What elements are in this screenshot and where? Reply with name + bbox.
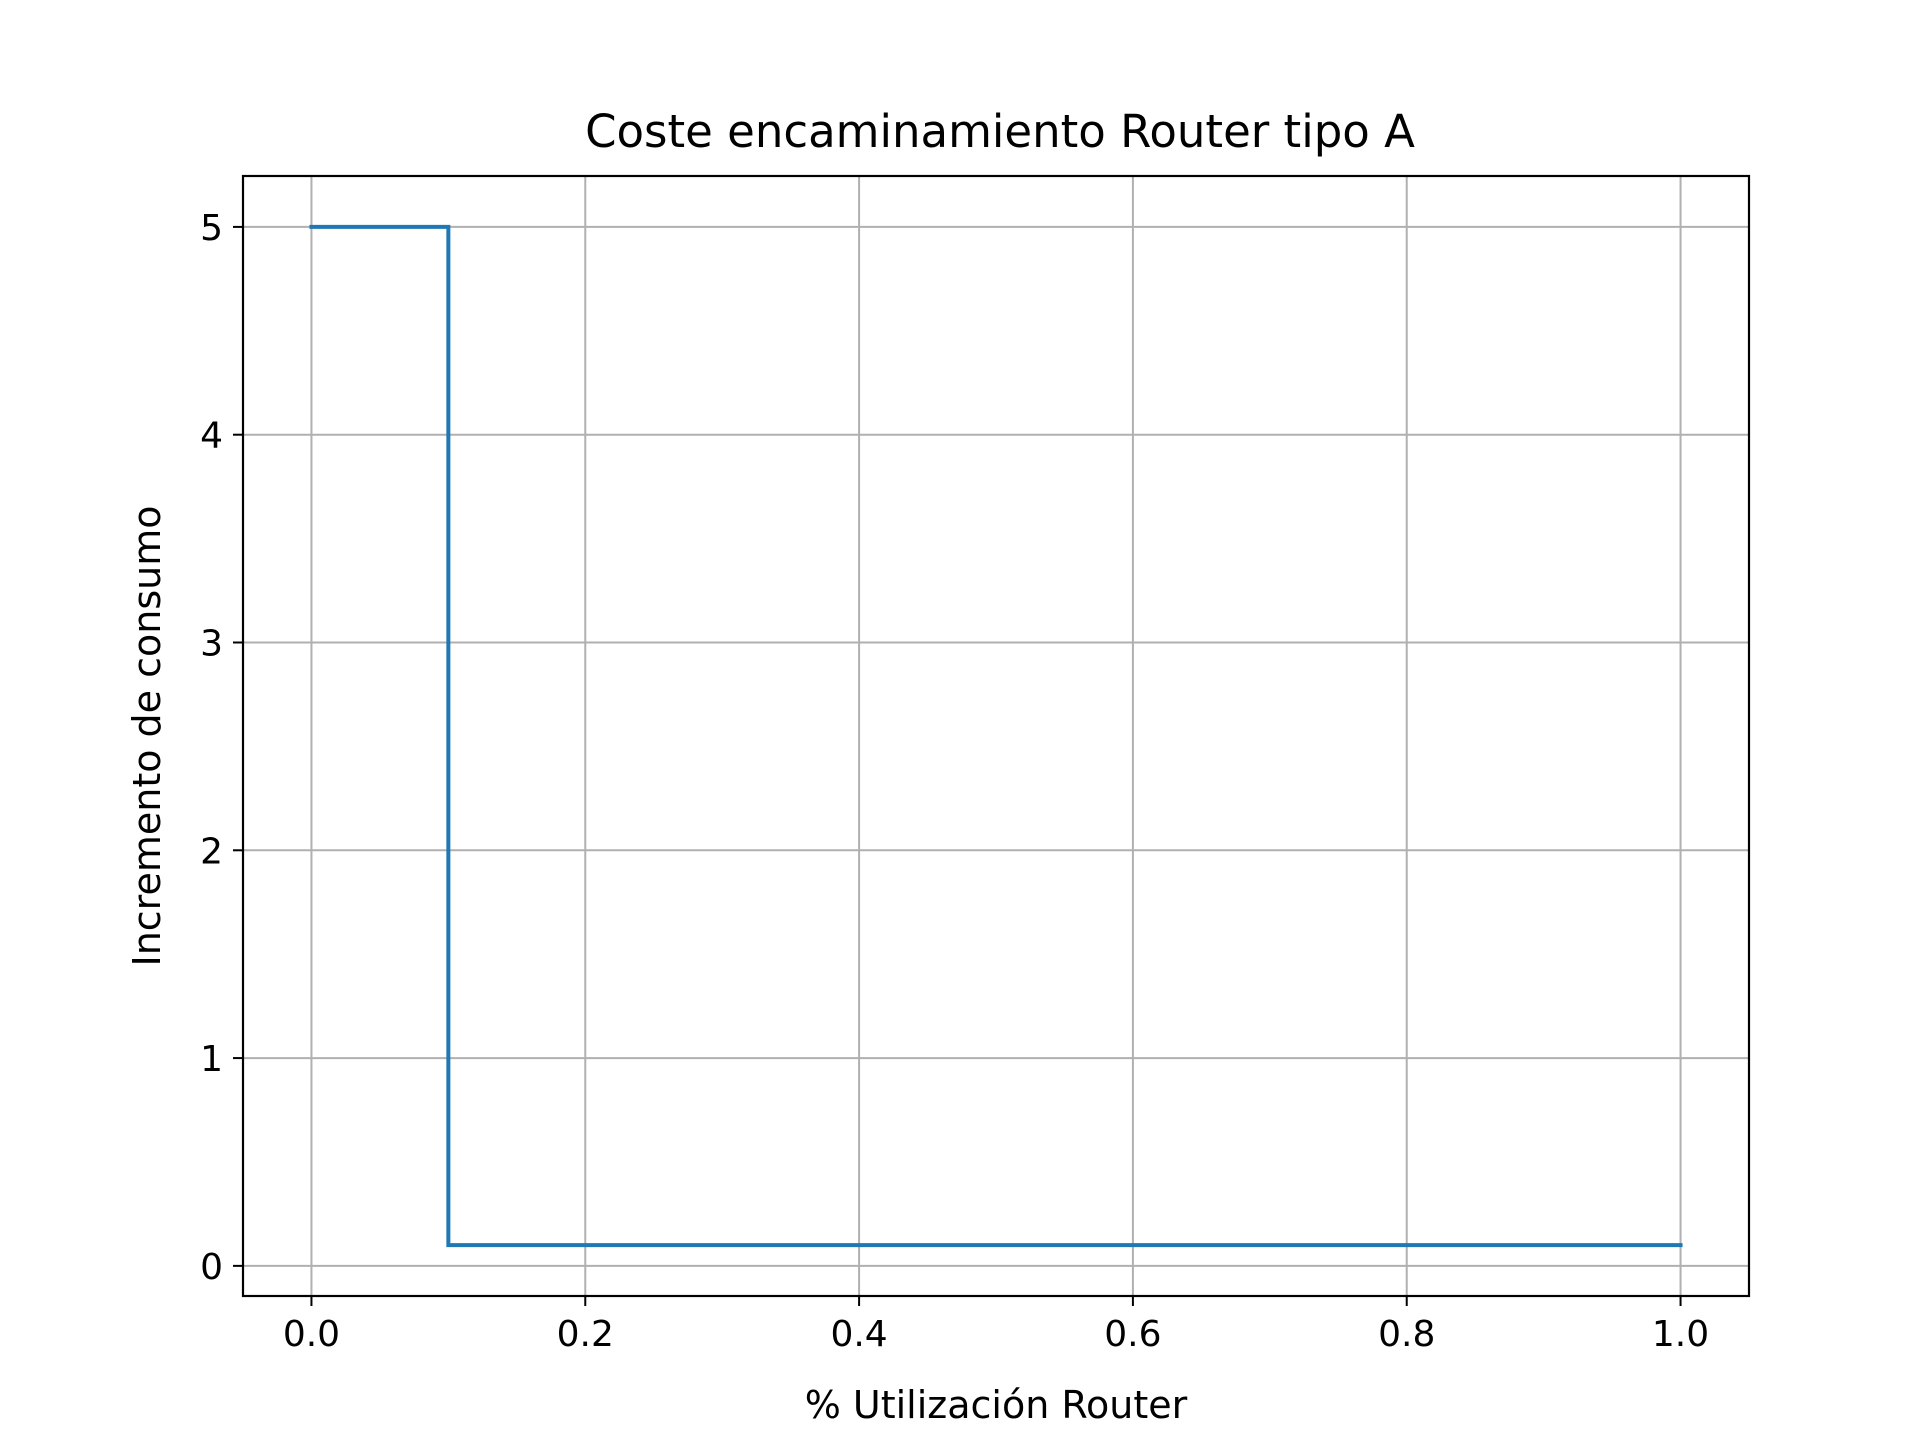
x-tick-label-4: 0.8: [1378, 1314, 1435, 1355]
x-tick-label-1: 0.2: [557, 1314, 614, 1355]
y-tick-label-5: 5: [200, 208, 223, 249]
y-tick-labels: 0 1 2 3 4 5: [200, 208, 223, 1288]
y-tick-label-4: 4: [200, 416, 223, 457]
y-tick-label-1: 1: [200, 1039, 223, 1080]
x-tick-label-3: 0.6: [1104, 1314, 1161, 1355]
x-tick-label-5: 1.0: [1652, 1314, 1709, 1355]
y-tick-label-2: 2: [200, 831, 223, 872]
y-tick-label-0: 0: [200, 1247, 223, 1288]
series-line-0: [309, 224, 1683, 1248]
y-tick-label-3: 3: [200, 623, 223, 664]
grid-lines: [243, 176, 1749, 1296]
plot-frame: [241, 174, 1751, 1298]
series-layer: [309, 224, 1683, 1248]
x-tick-labels: 0.0 0.2 0.4 0.6 0.8 1.0: [283, 1314, 1709, 1355]
x-tick-label-0: 0.0: [283, 1314, 340, 1355]
x-axis-label: % Utilización Router: [805, 1383, 1188, 1427]
tick-marks: [233, 225, 1682, 1306]
x-tick-label-2: 0.4: [830, 1314, 887, 1355]
y-axis-label: Incremento de consumo: [125, 505, 169, 966]
chart-title: Coste encaminamiento Router tipo A: [585, 105, 1415, 158]
